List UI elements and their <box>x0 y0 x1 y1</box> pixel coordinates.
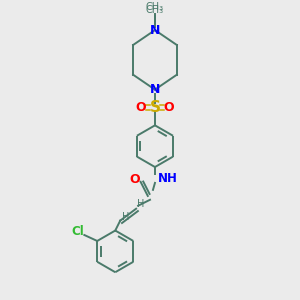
Text: NH: NH <box>158 172 178 185</box>
Text: H: H <box>137 199 145 209</box>
Text: CH₃: CH₃ <box>146 5 164 15</box>
Text: O: O <box>129 173 140 186</box>
Text: S: S <box>149 100 161 115</box>
Text: Cl: Cl <box>71 224 84 238</box>
Text: N: N <box>150 24 160 37</box>
Text: O: O <box>136 101 146 114</box>
Text: O: O <box>164 101 174 114</box>
Text: H: H <box>122 212 130 222</box>
Text: CH₃: CH₃ <box>146 2 164 12</box>
Text: N: N <box>150 83 160 96</box>
